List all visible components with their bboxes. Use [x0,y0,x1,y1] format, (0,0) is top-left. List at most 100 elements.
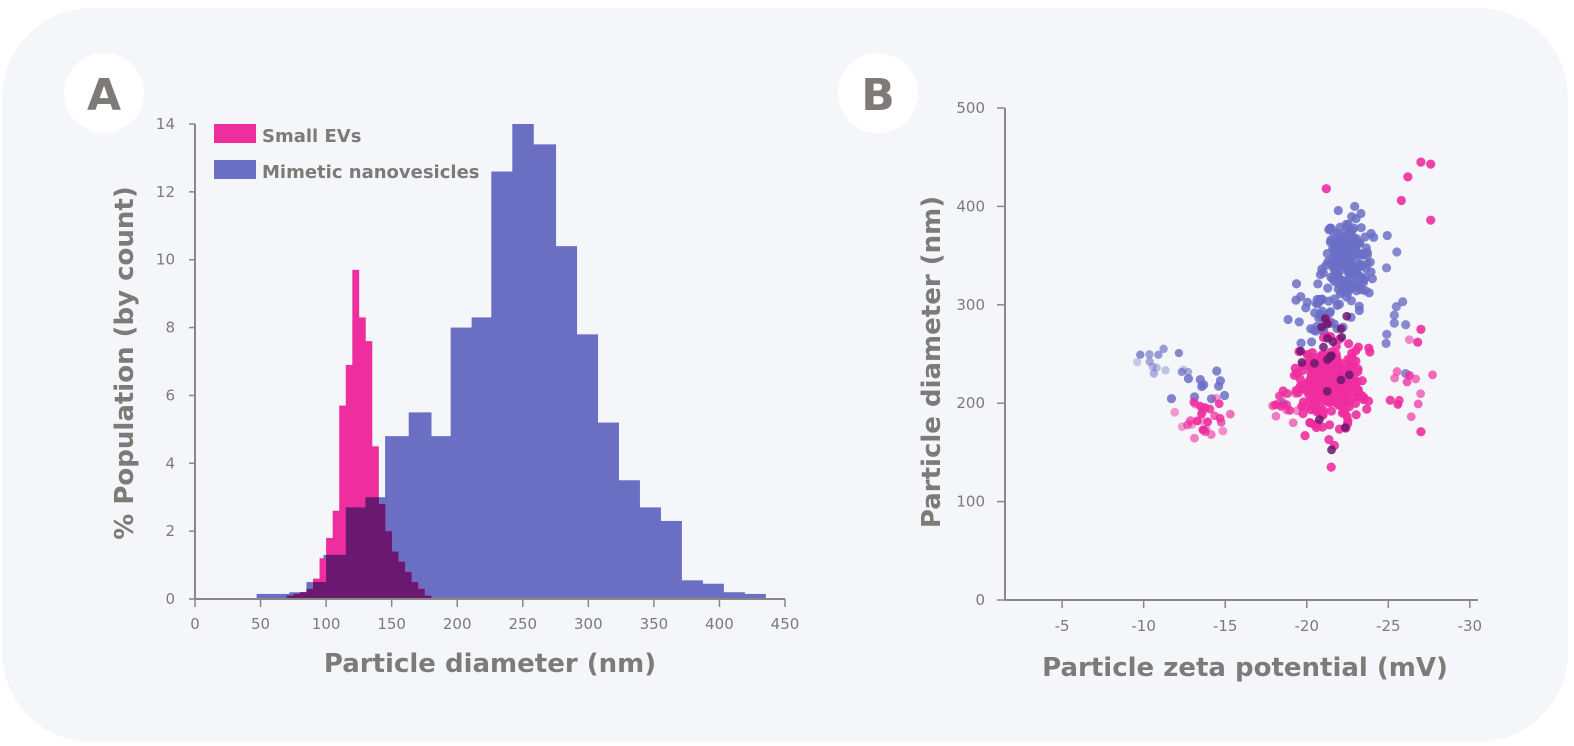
point-small-evs [1185,416,1195,426]
bar-small-evs [358,317,366,599]
point-small-evs [1351,410,1361,420]
point-mimetic-nanovesicles [1401,320,1411,330]
point-small-evs [1402,377,1412,387]
panel-b-x-axis-label: Particle zeta potential (mV) [1042,653,1448,683]
bar-overlap [345,507,353,599]
bar-mimetic-nanovesicles [723,592,745,599]
y-tick-label: 6 [165,386,175,404]
bar-overlap [313,582,320,599]
x-tick-label: 100 [312,615,341,633]
point-mimetic-nanovesicles [1136,350,1145,359]
point-small-evs [1335,397,1345,407]
bar-mimetic-nanovesicles [639,507,661,599]
point-mimetic-nanovesicles [1326,235,1336,245]
panel-a-x-axis-label: Particle diameter (nm) [324,649,656,679]
point-mimetic-nanovesicles [1206,394,1217,404]
point-overlap [1340,423,1350,432]
point-mimetic-nanovesicles [1341,225,1352,235]
point-overlap [1344,370,1354,380]
point-small-evs [1189,397,1199,407]
point-mimetic-nanovesicles [1315,270,1326,280]
point-overlap [1323,333,1332,343]
y-tick-label: 0 [165,590,175,608]
x-tick-label: -30 [1458,617,1483,635]
y-tick-label: 2 [165,522,175,540]
point-mimetic-nanovesicles [1296,292,1306,302]
point-small-evs [1343,398,1353,408]
point-small-evs [1326,462,1336,472]
point-small-evs [1216,417,1226,427]
point-small-evs [1428,370,1437,380]
point-mimetic-nanovesicles [1291,279,1302,289]
point-mimetic-nanovesicles [1362,259,1372,269]
bar-overlap [352,507,360,599]
point-mimetic-nanovesicles [1161,366,1170,375]
point-mimetic-nanovesicles [1145,357,1154,366]
point-mimetic-nanovesicles [1152,363,1161,372]
point-small-evs [1340,405,1350,415]
point-small-evs [1225,409,1235,419]
point-small-evs [1192,416,1202,426]
legend-swatch-small-evs [214,124,256,143]
x-tick-label: -25 [1376,617,1401,635]
bar-mimetic-nanovesicles [618,480,640,599]
point-mimetic-nanovesicles [1333,205,1343,216]
point-mimetic-nanovesicles [1356,223,1366,233]
bar-mimetic-nanovesicles [491,171,513,599]
point-mimetic-nanovesicles [1145,350,1154,359]
point-small-evs [1326,406,1336,416]
point-overlap [1297,358,1307,367]
x-tick-label: 350 [640,615,669,633]
point-small-evs [1291,388,1301,398]
point-mimetic-nanovesicles [1294,317,1304,327]
bar-small-evs [339,405,347,599]
point-mimetic-nanovesicles [1212,366,1222,376]
point-mimetic-nanovesicles [1149,369,1159,378]
scatter-points [1133,157,1437,472]
point-mimetic-nanovesicles [1335,289,1345,299]
point-small-evs [1406,412,1416,422]
bar-mimetic-nanovesicles [597,422,619,599]
point-small-evs [1297,365,1308,376]
point-mimetic-nanovesicles [1214,381,1224,391]
legend-swatch-mimetic-nanovesicles [214,160,256,179]
point-small-evs [1203,417,1213,427]
point-mimetic-nanovesicles [1356,208,1366,219]
bar-overlap [424,595,432,599]
bar-mimetic-nanovesicles [450,327,473,599]
point-small-evs [1214,399,1224,409]
bar-overlap [306,588,314,599]
panel-a-label: A [87,70,121,121]
point-small-evs [1306,368,1316,378]
point-small-evs [1292,406,1302,416]
point-mimetic-nanovesicles [1159,344,1168,354]
bar-mimetic-nanovesicles [576,334,599,599]
panel-b-axes: -5 -10 -15 -20 -25 -30 0 100 200 300 400 500 [956,99,1482,635]
y-tick-label: 100 [956,493,985,511]
point-mimetic-nanovesicles [1306,337,1317,347]
y-tick-label: 300 [956,296,985,314]
bar-small-evs [319,558,327,599]
x-tick-label: 250 [508,615,537,633]
point-mimetic-nanovesicles [1339,238,1349,248]
y-tick-label: 12 [156,183,175,201]
point-small-evs [1416,427,1426,437]
bar-mimetic-nanovesicles [512,124,534,599]
y-tick-label: 200 [956,394,985,412]
point-mimetic-nanovesicles [1197,381,1207,392]
point-small-evs [1313,389,1323,399]
point-mimetic-nanovesicles [1358,250,1368,260]
legend-label-small-evs: Small EVs [262,126,361,147]
panel-b-badge [838,53,918,133]
point-mimetic-nanovesicles [1389,310,1399,320]
point-mimetic-nanovesicles [1381,338,1391,348]
point-small-evs [1288,418,1298,428]
y-tick-label: 10 [156,251,175,269]
point-mimetic-nanovesicles [1219,390,1230,401]
point-mimetic-nanovesicles [1360,232,1370,242]
legend-label-mimetic-nanovesicles: Mimetic nanovesicles [262,162,480,183]
bar-mimetic-nanovesicles [702,583,724,599]
bar-overlap [358,507,366,599]
x-tick-label: -20 [1294,617,1319,635]
x-tick-label: -15 [1213,617,1238,635]
